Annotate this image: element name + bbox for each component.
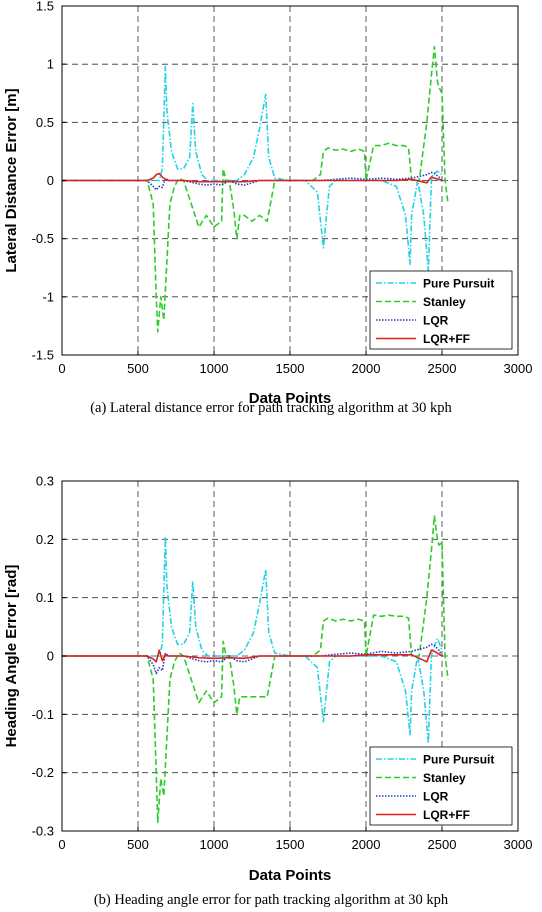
x-tick-label: 2000: [352, 361, 381, 376]
legend-entry: Stanley: [423, 771, 466, 785]
legend-box: [369, 746, 513, 826]
y-axis-label: Heading Angle Error [rad]: [3, 565, 20, 748]
series-line-lqr: [62, 643, 443, 675]
y-axis-label: Lateral Distance Error [m]: [3, 88, 20, 272]
x-tick-label: 1000: [200, 837, 229, 852]
y-tick-label: -0.2: [32, 765, 54, 780]
x-tick-label: 1000: [200, 361, 229, 376]
series-line-lqr-ff: [62, 649, 443, 663]
legend-entry: LQR+FF: [423, 332, 470, 346]
legend-entry: Pure Pursuit: [423, 753, 494, 767]
x-tick-label: 3000: [504, 361, 533, 376]
legend-entry: Pure Pursuit: [423, 277, 494, 291]
y-tick-label: 1: [47, 57, 54, 72]
y-tick-label: 0.3: [36, 474, 54, 489]
y-tick-label: -0.1: [32, 707, 54, 722]
x-tick-label: 3000: [504, 837, 533, 852]
x-tick-label: 2000: [352, 837, 381, 852]
y-tick-label: 0.5: [36, 115, 54, 130]
series-line-lqr: [62, 171, 443, 191]
x-tick-label: 2500: [428, 361, 457, 376]
legend: Pure Pursuit Stanley LQR LQR+FF: [369, 270, 513, 350]
x-tick-label: 0: [58, 837, 65, 852]
legend-box: [369, 270, 513, 350]
figure-caption: (b) Heading angle error for path trackin…: [94, 892, 449, 908]
x-axis-label: Data Points: [249, 867, 332, 884]
x-tick-label: 500: [127, 837, 149, 852]
y-tick-label: 0: [47, 649, 54, 664]
y-tick-label: -0.3: [32, 824, 54, 839]
legend-entry: LQR: [423, 314, 449, 328]
legend-entry: LQR: [423, 790, 449, 804]
legend: Pure Pursuit Stanley LQR LQR+FF: [369, 746, 513, 826]
y-tick-label: -0.5: [32, 231, 54, 246]
x-tick-label: 500: [127, 361, 149, 376]
y-tick-label: 0.2: [36, 532, 54, 547]
y-tick-label: 0: [47, 173, 54, 188]
y-tick-label: 0.1: [36, 590, 54, 605]
y-tick-label: 1.5: [36, 0, 54, 14]
y-tick-label: -1.5: [32, 348, 54, 363]
legend-entry: LQR+FF: [423, 808, 470, 822]
figure-caption: (a) Lateral distance error for path trac…: [90, 400, 452, 416]
chart-b: 0 500 1000 1500 2000 2500 3000 -0.3 -0.2 -0.1 0 0.1…: [3, 474, 532, 909]
legend-entry: Stanley: [423, 295, 466, 309]
x-tick-label: 1500: [276, 837, 305, 852]
chart-a: 0 500 1000 1500 2000 2500 3000 -1.5 -1 -0.5 0 0.5 1 1…: [3, 0, 532, 416]
x-axis-label: Data Points: [249, 390, 332, 407]
x-tick-label: 1500: [276, 361, 305, 376]
series-line-pure-pursuit: [62, 535, 443, 745]
x-tick-label: 0: [58, 361, 65, 376]
x-tick-label: 2500: [428, 837, 457, 852]
series-line-lqr-ff: [62, 172, 443, 184]
y-tick-label: -1: [42, 289, 54, 304]
